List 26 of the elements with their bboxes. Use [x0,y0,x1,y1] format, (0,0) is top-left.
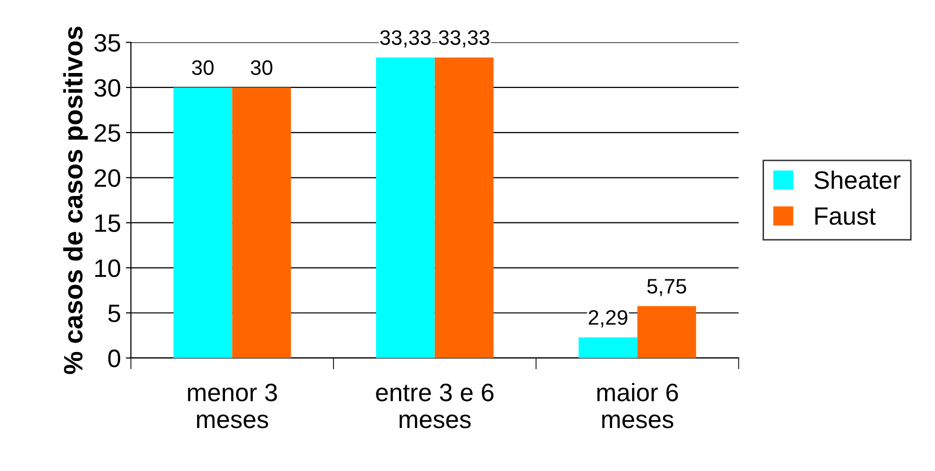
y-tick-label: 5 [108,304,120,322]
data-label: 30 [250,60,272,76]
y-tick-label: 20 [94,169,120,187]
x-tick-label: maior 6 meses [597,382,678,428]
y-axis-title: % casos de casos positivos [63,26,88,374]
x-tick-label: menor 3 meses [188,384,277,428]
data-label: 30 [192,60,214,76]
y-tick-label: 0 [108,350,120,368]
bar [434,57,494,358]
bar [173,87,232,358]
legend-label: Sheater [814,170,900,189]
data-label: 33,33 [380,30,431,48]
y-tick-label: 30 [94,79,120,97]
bar [637,306,696,358]
data-label: 33,33 [438,30,490,48]
bar [376,57,435,358]
bar [232,87,291,358]
y-tick-label: 10 [95,259,120,278]
legend-label: Faust [815,207,876,225]
y-tick-label: 25 [94,124,120,142]
data-label: 5,75 [647,279,686,296]
bar [578,337,638,358]
data-label: 2,29 [588,310,628,328]
y-tick-label: 35 [94,34,120,52]
y-tick-label: 15 [95,214,120,232]
x-tick-label: entre 3 e 6 meses [376,384,494,428]
